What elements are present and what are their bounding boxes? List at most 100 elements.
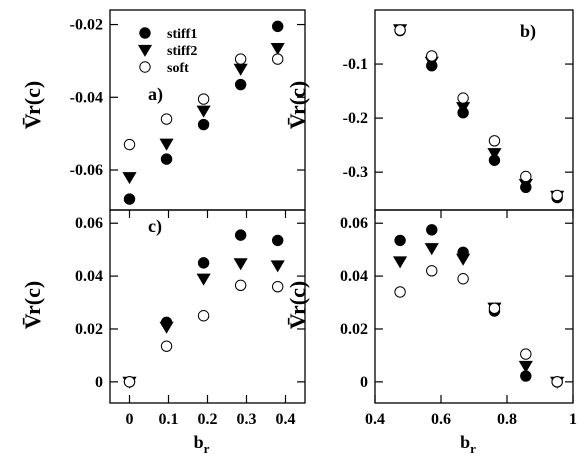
panel-label-a: a) xyxy=(148,84,163,105)
point-stiff1 xyxy=(197,257,210,269)
point-soft xyxy=(426,50,438,62)
y-axis-label-d: V̄r(c) xyxy=(285,281,310,329)
point-soft xyxy=(457,92,469,104)
y-axis-label-c: V̄r(c) xyxy=(20,281,45,329)
point-stiff1 xyxy=(197,118,210,131)
series-stiff2-d xyxy=(393,243,565,389)
series-soft-b xyxy=(394,24,563,202)
x-tick-label-d: 0.8 xyxy=(497,411,517,428)
series-soft-d xyxy=(394,265,563,388)
point-soft xyxy=(394,24,406,36)
y-tick-label-a: -0.04 xyxy=(70,89,103,106)
x-axis-label-c: br xyxy=(194,432,210,456)
point-soft xyxy=(123,138,136,151)
y-tick-label-d: 0 xyxy=(360,374,368,391)
legend-label-stiff1: stiff1 xyxy=(167,27,197,42)
point-soft xyxy=(234,279,247,292)
point-soft xyxy=(272,280,284,293)
series-stiff1-a xyxy=(123,20,284,205)
x-tick-label-d: 1 xyxy=(569,411,577,428)
point-stiff2 xyxy=(233,63,248,76)
y-tick-label-b: -0.1 xyxy=(343,56,368,73)
panel-label-c: c) xyxy=(148,216,162,237)
point-soft xyxy=(160,113,173,125)
y-tick-label-a: -0.06 xyxy=(70,162,103,179)
y-tick-label-c: 0.02 xyxy=(75,321,103,338)
point-soft xyxy=(394,286,406,298)
point-soft xyxy=(488,135,501,147)
panel-a: -0.06 -0.04 -0.02 V̄r(c) a) xyxy=(20,9,306,211)
point-stiff1 xyxy=(234,78,247,91)
legend-marker-stiff2 xyxy=(137,44,153,57)
y-tick-label-d: 0.04 xyxy=(340,268,368,285)
point-soft xyxy=(551,189,563,202)
series-stiff2-a xyxy=(122,43,285,185)
point-stiff2 xyxy=(233,258,248,271)
y-tick-label-b: -0.2 xyxy=(343,110,368,127)
legend-label-stiff2: stiff2 xyxy=(167,44,197,59)
y-axis-label-a: V̄r(c) xyxy=(20,81,45,129)
point-soft xyxy=(197,310,210,322)
panel-c: 0 0.02 0.04 0.06 0 0.1 0.2 0.3 0.4 V̄r(c) br c) xyxy=(20,209,306,456)
point-soft xyxy=(197,93,210,105)
y-tick-label-c: 0.04 xyxy=(75,268,103,285)
point-stiff2 xyxy=(393,256,408,269)
series-soft-a xyxy=(123,53,284,151)
series-stiff1-d xyxy=(394,224,563,388)
point-stiff1 xyxy=(394,234,406,247)
point-stiff1 xyxy=(272,20,284,33)
y-tick-label-c: 0.06 xyxy=(75,215,103,232)
y-tick-label-c: 0 xyxy=(95,374,103,391)
series-stiff2-b xyxy=(393,24,565,203)
y-axis-label-b: V̄r(c) xyxy=(285,81,310,129)
y-tick-label-d: 0.02 xyxy=(340,321,368,338)
point-stiff2 xyxy=(196,105,211,118)
point-soft xyxy=(488,302,501,315)
panel-d: 0 0.02 0.04 0.06 0.4 0.6 0.8 1 V̄r(c) br xyxy=(285,209,577,456)
legend: stiff1 stiff2 soft xyxy=(137,27,197,76)
point-stiff1 xyxy=(426,224,438,236)
point-stiff1 xyxy=(234,229,247,241)
point-soft xyxy=(272,53,284,65)
panel-b: -0.3 -0.2 -0.1 V̄r(c) b) xyxy=(285,9,574,211)
x-tick-label-c: 0.2 xyxy=(198,411,218,428)
point-stiff2 xyxy=(122,172,137,185)
x-tick-label-c: 0 xyxy=(126,411,134,428)
point-stiff1 xyxy=(160,153,173,165)
point-soft xyxy=(160,340,173,352)
point-stiff2 xyxy=(456,253,471,266)
point-soft xyxy=(426,265,438,277)
x-tick-label-c: 0.1 xyxy=(159,411,179,428)
x-tick-label-d: 0.4 xyxy=(365,411,385,428)
point-stiff2 xyxy=(196,273,211,286)
point-stiff2 xyxy=(270,43,285,56)
legend-marker-soft xyxy=(139,61,151,73)
point-soft xyxy=(234,53,247,65)
series-stiff1-b xyxy=(394,24,563,204)
point-soft xyxy=(520,348,532,360)
point-stiff2 xyxy=(518,360,533,373)
series-stiff1-c xyxy=(123,229,284,388)
point-stiff2 xyxy=(159,138,174,151)
point-stiff2 xyxy=(424,243,439,256)
panel-label-b: b) xyxy=(520,21,536,42)
plot-frame-b xyxy=(374,9,574,211)
point-stiff1 xyxy=(123,193,136,205)
y-tick-label-b: -0.3 xyxy=(343,164,368,181)
x-axis-label-d: br xyxy=(460,432,476,456)
point-stiff2 xyxy=(270,260,285,273)
legend-label-soft: soft xyxy=(167,61,189,76)
plot-frame-d xyxy=(374,209,574,404)
x-tick-label-c: 0.3 xyxy=(237,411,257,428)
x-tick-label-c: 0.4 xyxy=(276,411,296,428)
point-soft xyxy=(457,273,469,285)
x-tick-label-d: 0.6 xyxy=(431,411,451,428)
series-stiff2-c xyxy=(122,258,285,389)
y-tick-label-a: -0.02 xyxy=(70,17,103,34)
point-soft xyxy=(123,376,136,388)
point-stiff2 xyxy=(159,321,174,334)
point-stiff1 xyxy=(272,234,284,247)
legend-marker-stiff1 xyxy=(139,27,151,39)
point-stiff2 xyxy=(487,148,502,161)
